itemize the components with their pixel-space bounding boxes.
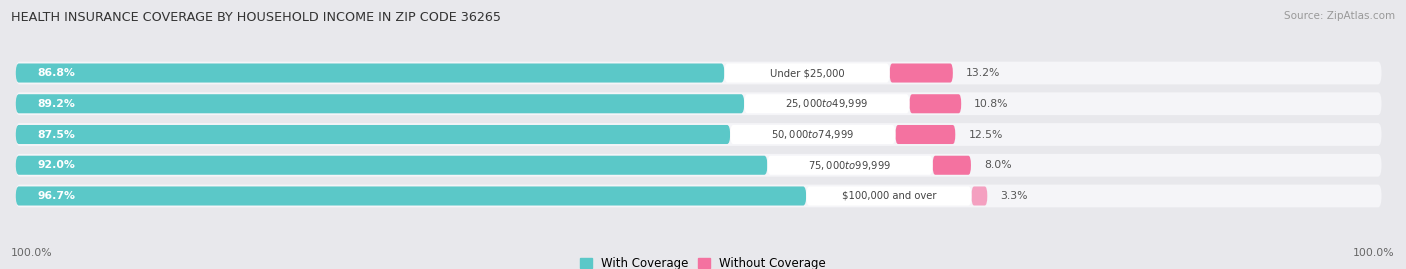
Text: 89.2%: 89.2% <box>38 99 76 109</box>
Text: 100.0%: 100.0% <box>11 248 53 258</box>
FancyBboxPatch shape <box>15 62 1382 84</box>
Text: $75,000 to $99,999: $75,000 to $99,999 <box>808 159 891 172</box>
FancyBboxPatch shape <box>724 63 890 83</box>
Text: 10.8%: 10.8% <box>974 99 1008 109</box>
FancyBboxPatch shape <box>744 94 910 113</box>
FancyBboxPatch shape <box>15 125 730 144</box>
FancyBboxPatch shape <box>932 156 972 175</box>
Text: Under $25,000: Under $25,000 <box>769 68 845 78</box>
Text: 8.0%: 8.0% <box>984 160 1012 170</box>
FancyBboxPatch shape <box>15 154 1382 177</box>
FancyBboxPatch shape <box>806 186 972 206</box>
Text: 12.5%: 12.5% <box>969 129 1002 140</box>
Text: $50,000 to $74,999: $50,000 to $74,999 <box>772 128 855 141</box>
FancyBboxPatch shape <box>15 156 768 175</box>
FancyBboxPatch shape <box>15 63 724 83</box>
FancyBboxPatch shape <box>15 186 806 206</box>
FancyBboxPatch shape <box>768 156 932 175</box>
Text: 3.3%: 3.3% <box>1000 191 1028 201</box>
Text: 96.7%: 96.7% <box>38 191 76 201</box>
FancyBboxPatch shape <box>15 94 744 113</box>
Text: 92.0%: 92.0% <box>38 160 76 170</box>
Legend: With Coverage, Without Coverage: With Coverage, Without Coverage <box>575 253 831 269</box>
FancyBboxPatch shape <box>15 185 1382 207</box>
FancyBboxPatch shape <box>890 63 953 83</box>
FancyBboxPatch shape <box>972 186 987 206</box>
Text: Source: ZipAtlas.com: Source: ZipAtlas.com <box>1284 11 1395 21</box>
Text: 87.5%: 87.5% <box>38 129 76 140</box>
FancyBboxPatch shape <box>910 94 962 113</box>
Text: 13.2%: 13.2% <box>966 68 1000 78</box>
FancyBboxPatch shape <box>896 125 955 144</box>
FancyBboxPatch shape <box>730 125 896 144</box>
Text: 86.8%: 86.8% <box>38 68 76 78</box>
Text: HEALTH INSURANCE COVERAGE BY HOUSEHOLD INCOME IN ZIP CODE 36265: HEALTH INSURANCE COVERAGE BY HOUSEHOLD I… <box>11 11 502 24</box>
FancyBboxPatch shape <box>15 92 1382 115</box>
FancyBboxPatch shape <box>15 123 1382 146</box>
Text: $25,000 to $49,999: $25,000 to $49,999 <box>786 97 869 110</box>
Text: $100,000 and over: $100,000 and over <box>842 191 936 201</box>
Text: 100.0%: 100.0% <box>1353 248 1395 258</box>
